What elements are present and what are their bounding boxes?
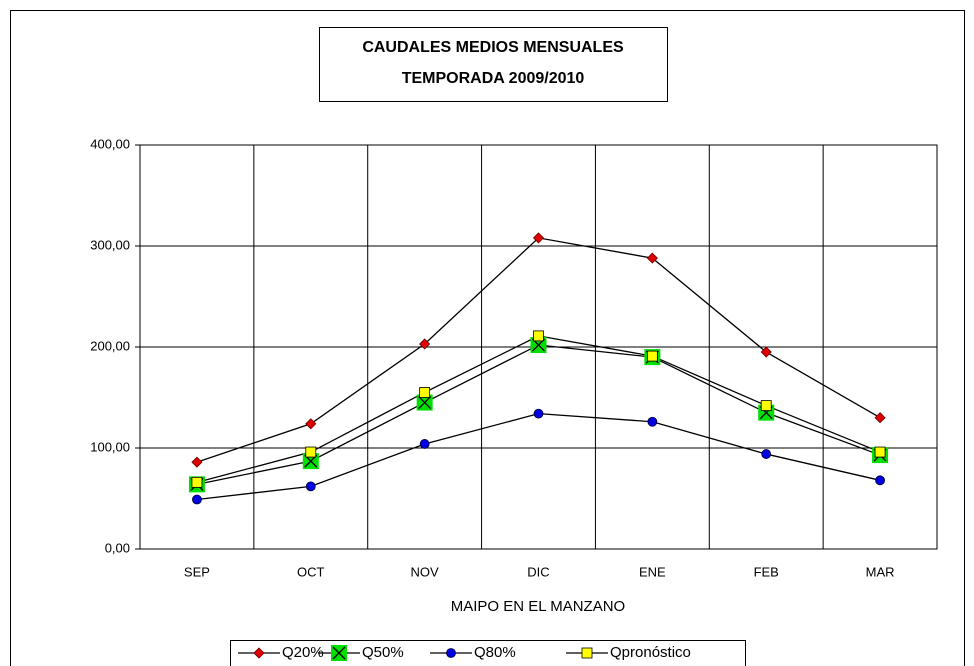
x-tick-label: OCT [297,564,325,579]
y-tick-label: 300,00 [90,237,130,252]
data-point [419,387,431,398]
chart-subtitle: TEMPORADA 2009/2010 [402,70,585,87]
x-tick-label: ENE [639,564,666,579]
data-point [191,476,203,488]
plot-border [139,144,938,550]
data-point [419,439,430,449]
data-point [533,330,544,342]
data-point [191,456,203,468]
legend-marker [253,647,265,659]
chart-border [10,10,965,666]
data-point [646,350,658,362]
y-tick-label: 200,00 [90,338,130,353]
legend-label: Q20% [282,644,324,661]
x-tick-label: DIC [527,564,549,579]
x-tick-label: NOV [411,564,440,579]
x-tick-label: SEP [184,564,210,579]
x-tick-label: FEB [754,564,779,579]
data-point [761,449,772,459]
data-point [305,446,317,458]
data-point [874,412,886,424]
legend-box [230,640,746,666]
legend-marker [331,645,347,661]
chart-title: CAUDALES MEDIOS MENSUALES [362,39,624,56]
legend-marker [446,648,456,658]
data-point [416,394,433,411]
legend-label: Q50% [362,644,404,661]
x-tick-label: MAR [866,564,895,579]
y-tick-label: 100,00 [90,439,130,454]
legend-marker [581,647,593,659]
data-point [760,346,772,358]
data-point [646,252,658,264]
data-point [305,418,317,430]
data-point [305,481,316,492]
data-point [419,338,431,350]
legend-label: Qpronóstico [610,644,691,661]
y-tick-label: 400,00 [90,136,130,151]
data-point [532,232,545,244]
data-point [875,475,885,486]
y-tick-label: 0,00 [105,540,130,555]
data-point [192,494,202,505]
data-point [533,408,544,419]
legend-label: Q80% [474,644,516,661]
data-point [760,400,772,411]
title-box [319,27,668,102]
data-point [874,446,886,458]
x-axis-label: MAIPO EN EL MANZANO [451,598,625,615]
data-point [647,416,658,427]
